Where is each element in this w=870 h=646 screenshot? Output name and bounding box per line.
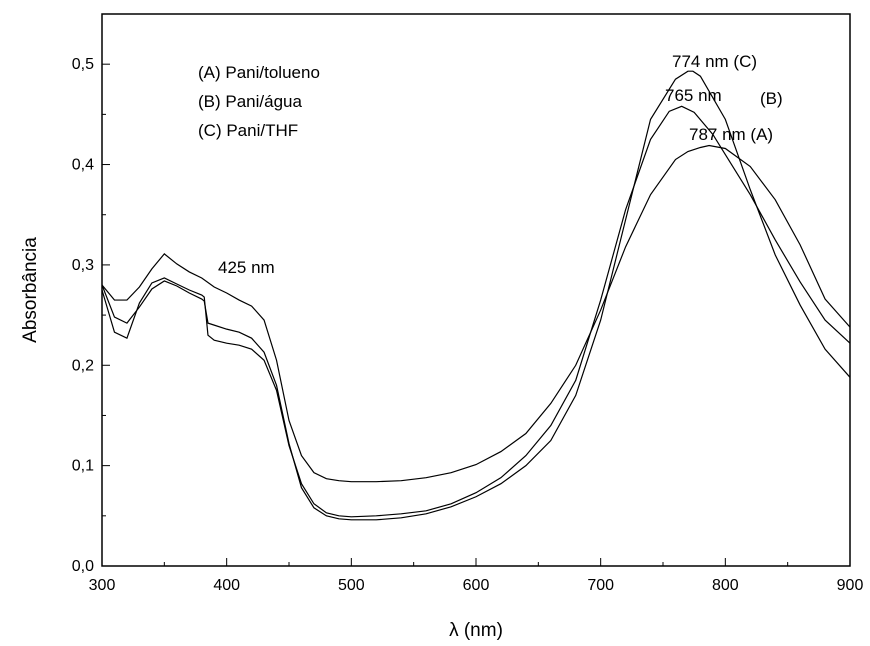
series-group [101,70,851,521]
x-tick-label: 700 [587,577,614,594]
y-tick-label: 0,2 [72,357,94,374]
peak-label-b-letter: (B) [760,89,783,108]
axis-ticks: 300 400 500 600 700 800 900 0,0 0,1 0,2 0,3 0,4 0,5 [72,13,864,594]
legend-text-block: (A) Pani/tolueno (B) Pani/água (C) Pani/… [198,63,320,140]
peak-label-a: 787 nm (A) [689,125,773,144]
x-tick-label: 400 [213,577,240,594]
peak-label-b: 765 nm [665,86,722,105]
series-line-a [101,144,851,483]
legend-entry-b: (B) Pani/água [198,92,302,111]
legend-entry-c: (C) Pani/THF [198,121,298,140]
y-tick-label: 0,1 [72,458,94,475]
x-tick-label: 800 [712,577,739,594]
y-axis-title: Absorbância [20,237,41,343]
peak-label-c: 774 nm (C) [672,52,757,71]
y-tick-label: 0,4 [72,157,94,174]
legend-entry-a: (A) Pani/tolueno [198,63,320,82]
y-tick-label: 0,3 [72,257,94,274]
x-tick-label: 900 [837,577,864,594]
x-tick-label: 300 [89,577,116,594]
x-tick-label: 600 [463,577,490,594]
series-line-c [101,70,851,521]
y-tick-label: 0,5 [72,56,94,73]
series-line-b [101,105,851,518]
shoulder-label-425: 425 nm [218,258,275,277]
x-tick-label: 500 [338,577,365,594]
y-tick-label: 0,0 [72,558,94,575]
x-axis-title: λ (nm) [449,620,503,641]
